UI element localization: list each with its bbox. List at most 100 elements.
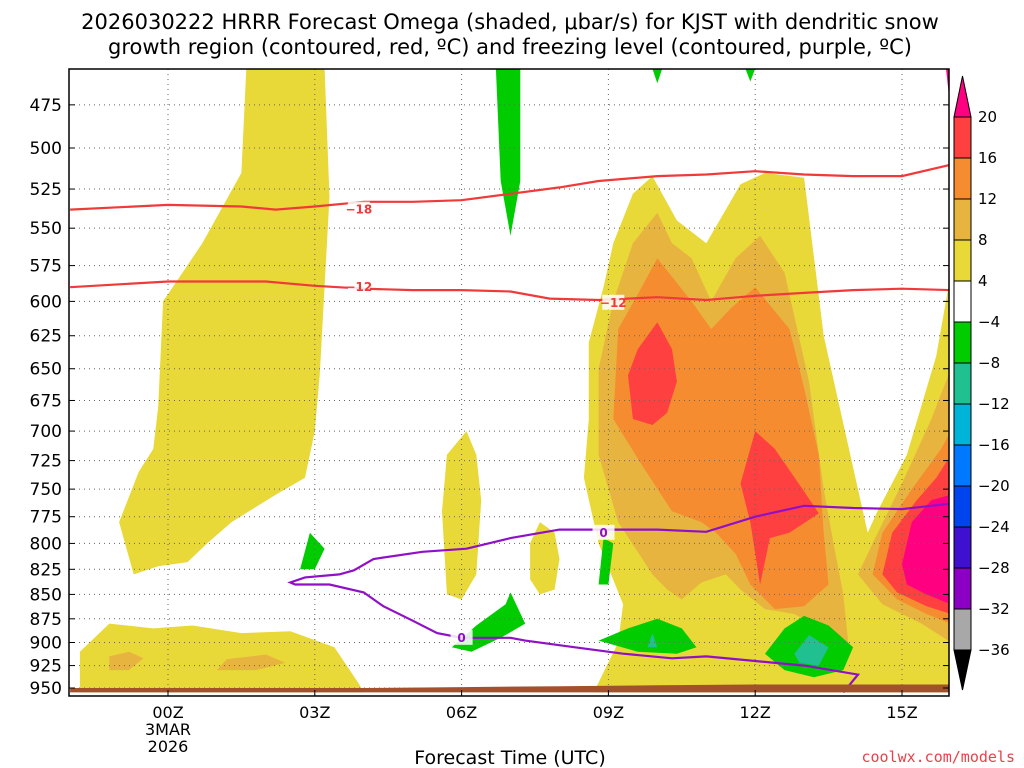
omega-area-4-0: [902, 495, 949, 604]
omega-area-1-0: [109, 651, 144, 671]
colorbar-label: −36: [978, 641, 1010, 659]
colorbar-swatch: [953, 485, 972, 528]
y-tick-label: 725: [30, 452, 62, 472]
omega-area-0-2: [442, 431, 482, 600]
y-tick-label: 875: [30, 610, 62, 630]
colorbar-top-arrow: [953, 75, 972, 118]
x-tick-label: 03Z: [299, 703, 330, 722]
contour-line-7: [70, 164, 949, 211]
omega-area-0-0: [119, 69, 330, 575]
y-tick-label: 825: [30, 560, 62, 580]
contour-label: 0: [457, 631, 465, 645]
x-tick-label: 06Z: [446, 703, 477, 722]
omega-area-5-6: [598, 618, 697, 654]
chart-title: 2026030222 HRRR Forecast Omega (shaded, …: [81, 10, 939, 59]
contour-label-bg: [602, 294, 625, 310]
omega-area-5-2: [745, 69, 756, 82]
omega-area-3-0: [628, 322, 677, 425]
y-tick-label: 950: [30, 679, 62, 699]
omega-area-0-1: [79, 623, 364, 693]
contour-line-8: [70, 280, 949, 302]
colorbar-label: 16: [978, 149, 997, 167]
omega-area-5-1: [652, 69, 663, 84]
y-tick-label: 675: [30, 391, 62, 411]
contour-label-bg: [592, 524, 615, 540]
y-tick-label: 575: [30, 257, 62, 277]
y-tick-label: 625: [30, 327, 62, 347]
colorbar-swatch: [953, 157, 972, 200]
terrain-area: [70, 684, 949, 693]
colorbar-label: −4: [978, 313, 1000, 331]
colorbar-label: 8: [978, 231, 988, 249]
x-axis-label: Forecast Time (UTC): [414, 747, 605, 768]
colorbar-swatch: [953, 362, 972, 405]
colorbar-label: 4: [978, 272, 988, 290]
y-tick-label: 600: [30, 292, 62, 312]
x-tick-sublabel: 3MAR: [145, 720, 191, 739]
x-tick-label: 15Z: [886, 703, 917, 722]
plot-frame: [68, 68, 950, 697]
omega-area-6-0: [647, 633, 658, 648]
colorbar-swatch: [953, 403, 972, 446]
chart-title-line-1: 2026030222 HRRR Forecast Omega (shaded, …: [81, 10, 939, 34]
contour-line-9: [287, 502, 949, 694]
contour-label: −18: [345, 203, 372, 217]
omega-shading: [79, 69, 949, 693]
colorbar-swatch: [953, 321, 972, 364]
credit-text[interactable]: coolwx.com/models: [861, 748, 1015, 766]
colorbar-swatch: [953, 444, 972, 487]
y-tick-label: 775: [30, 508, 62, 528]
omega-area-3-1: [740, 431, 819, 585]
contour-label-bg: [347, 201, 370, 217]
contour-label: −12: [345, 280, 372, 294]
y-tick-label: 800: [30, 534, 62, 554]
contour-label-bg: [347, 279, 370, 295]
omega-area-1-1: [216, 654, 286, 671]
y-tick-label: 650: [30, 360, 62, 380]
omega-area-6-1: [794, 635, 829, 666]
colorbar-swatch: [953, 116, 972, 159]
colorbar-label: −28: [978, 559, 1010, 577]
colorbar-label: 20: [978, 108, 997, 126]
contour-label: −12: [600, 296, 627, 310]
omega-area-0-3: [530, 522, 560, 595]
y-tick-label: 550: [30, 219, 62, 239]
colorbar-label: −20: [978, 477, 1010, 495]
y-tick-label: 925: [30, 657, 62, 677]
y-tick-label: 525: [30, 180, 62, 200]
omega-area-5-0: [495, 69, 521, 236]
y-tick-label: 850: [30, 585, 62, 605]
colorbar-label: −12: [978, 395, 1010, 413]
y-tick-label: 500: [30, 139, 62, 159]
x-tick-label: 00Z: [152, 703, 183, 722]
colorbar-swatch: [953, 526, 972, 569]
chart-title-line-2: growth region (contoured, red, ºC) and f…: [108, 35, 912, 59]
y-tick-label: 750: [30, 480, 62, 500]
colorbar-bottom-arrow: [953, 649, 972, 691]
colorbar: 20 16 12 8 4 −4 −8 −12 −16 −20 −24 −28 −32 −36: [953, 75, 1010, 691]
colorbar-label: −16: [978, 436, 1010, 454]
colorbar-label: 12: [978, 190, 997, 208]
colorbar-swatch: [953, 239, 972, 282]
omega-area-5-4: [598, 538, 614, 585]
colorbar-label: −24: [978, 518, 1010, 536]
omega-area-5-3: [300, 532, 325, 570]
y-tick-label: 900: [30, 634, 62, 654]
y-tick-label: 475: [30, 96, 62, 116]
y-tick-label: 700: [30, 422, 62, 442]
colorbar-swatch: [953, 198, 972, 241]
contour-lines: −18 −12 −12 0 0: [70, 164, 949, 694]
colorbar-label: −8: [978, 354, 1000, 372]
contour-label-bg: [450, 629, 473, 645]
x-tick-sublabel: 2026: [148, 737, 189, 756]
colorbar-swatch: [953, 280, 972, 323]
colorbar-label: −32: [978, 600, 1010, 618]
colorbar-swatch: [953, 567, 972, 610]
x-tick-label: 12Z: [740, 703, 771, 722]
colorbar-swatch: [953, 608, 972, 651]
x-tick-label: 09Z: [593, 703, 624, 722]
contour-label: 0: [599, 526, 607, 540]
